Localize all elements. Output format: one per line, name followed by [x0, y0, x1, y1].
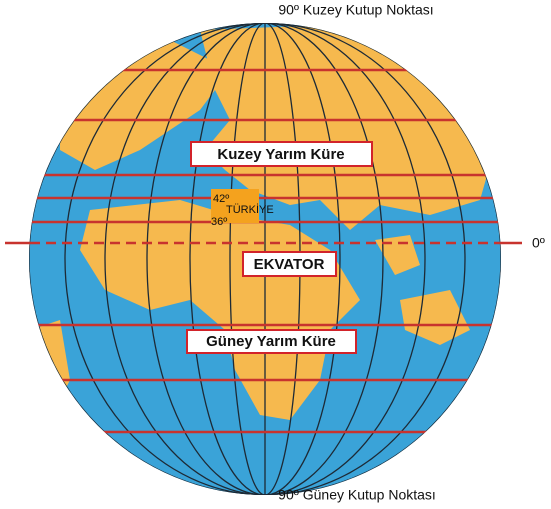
globe-diagram: 42º TÜRKİYE 36º Kuzey Yarım Küre EKVATOR…	[0, 0, 551, 509]
equator-degree-label: 0º	[532, 235, 545, 251]
north-pole-label: 90º Kuzey Kutup Noktası	[278, 2, 433, 18]
equator-label: EKVATOR	[254, 256, 325, 273]
lat-label: 36º	[211, 216, 227, 228]
country-label: TÜRKİYE	[226, 203, 274, 216]
hemisphere-label: Güney Yarım Küre	[206, 333, 336, 350]
south-pole-label: 90º Güney Kutup Noktası	[278, 487, 436, 503]
hemisphere-label: Kuzey Yarım Küre	[217, 146, 344, 163]
